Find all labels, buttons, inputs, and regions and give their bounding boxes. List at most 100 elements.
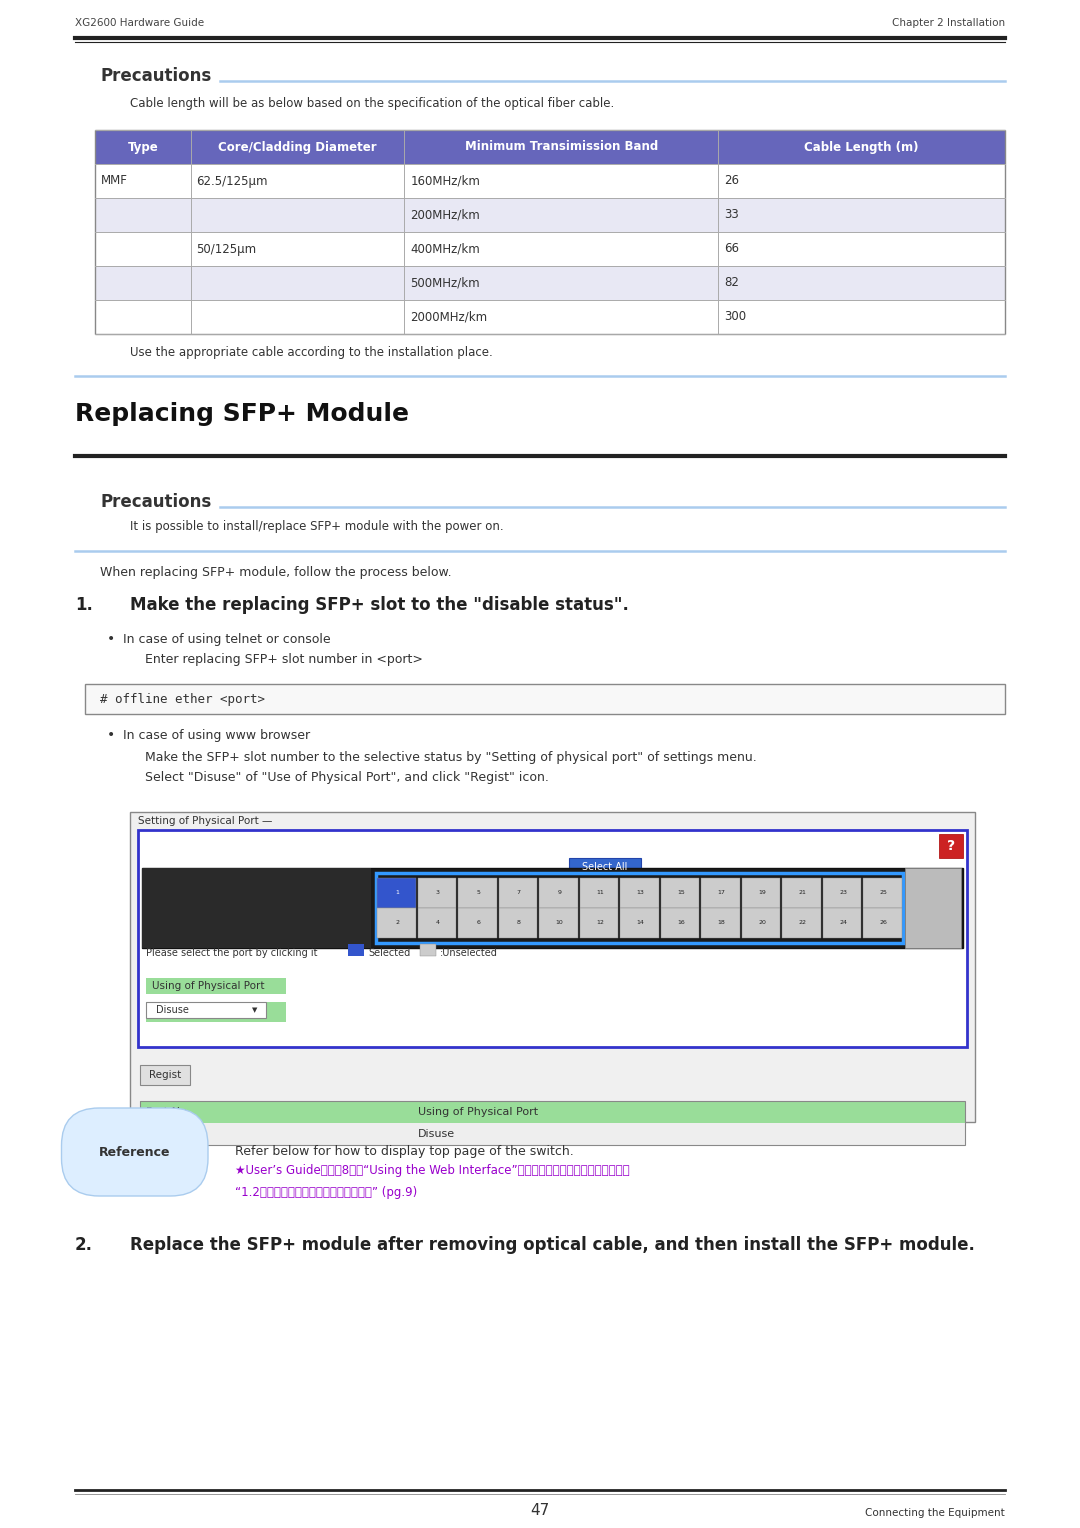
Bar — [95, 299, 1005, 335]
Bar — [569, 859, 642, 876]
Text: 3: 3 — [146, 1129, 153, 1138]
Bar — [864, 908, 902, 938]
Bar — [377, 908, 416, 938]
Text: 22: 22 — [798, 920, 807, 926]
Text: Replacing SFP+ Module: Replacing SFP+ Module — [75, 402, 409, 426]
Text: Type: Type — [127, 141, 158, 153]
Bar — [782, 908, 821, 938]
Text: Minimum Transimission Band: Minimum Transimission Band — [464, 141, 658, 153]
Bar — [939, 834, 963, 859]
Bar — [140, 1065, 190, 1085]
Text: 13: 13 — [636, 891, 645, 895]
Text: 66: 66 — [725, 243, 740, 255]
Text: Select "Disuse" of "Use of Physical Port", and click "Regist" icon.: Select "Disuse" of "Use of Physical Port… — [145, 772, 549, 784]
Text: Port No.: Port No. — [146, 1106, 190, 1117]
Text: 25: 25 — [880, 891, 888, 895]
Text: 23: 23 — [839, 891, 847, 895]
Text: 17: 17 — [717, 891, 726, 895]
Text: Make the SFP+ slot number to the selective status by "Setting of physical port" : Make the SFP+ slot number to the selecti… — [145, 750, 757, 764]
Text: Precautions: Precautions — [100, 67, 212, 86]
Text: 82: 82 — [725, 277, 739, 289]
Text: Selected: Selected — [368, 947, 410, 958]
Bar — [75, 1148, 95, 1167]
Text: Cable length will be as below based on the specification of the optical fiber ca: Cable length will be as below based on t… — [130, 96, 615, 110]
Bar — [905, 868, 961, 947]
Text: Using of Physical Port: Using of Physical Port — [418, 1106, 538, 1117]
Text: 50/125μm: 50/125μm — [197, 243, 257, 255]
Text: Regist: Regist — [149, 1070, 181, 1080]
Text: Disuse: Disuse — [156, 1005, 189, 1015]
Text: 500MHz/km: 500MHz/km — [410, 277, 480, 289]
Text: 8: 8 — [517, 920, 521, 926]
Bar — [823, 879, 862, 908]
Text: 21: 21 — [799, 891, 807, 895]
Bar — [95, 130, 1005, 335]
Text: :Unselected: :Unselected — [440, 947, 498, 958]
Text: 300: 300 — [725, 310, 746, 324]
Bar — [539, 908, 578, 938]
Bar — [580, 879, 618, 908]
Text: 9: 9 — [557, 891, 562, 895]
Bar — [499, 879, 537, 908]
Text: ?: ? — [947, 839, 955, 853]
Text: 2000MHz/km: 2000MHz/km — [410, 310, 487, 324]
Bar — [661, 879, 700, 908]
Bar — [864, 879, 902, 908]
Text: 26: 26 — [725, 174, 740, 188]
Text: 160MHz/km: 160MHz/km — [410, 174, 481, 188]
Bar — [140, 1102, 966, 1123]
Bar — [95, 130, 1005, 163]
Text: 47: 47 — [530, 1504, 550, 1517]
Text: 3: 3 — [436, 891, 440, 895]
Bar — [138, 830, 967, 1047]
Text: Disuse: Disuse — [418, 1129, 456, 1138]
Bar — [95, 232, 1005, 266]
Bar — [376, 872, 903, 943]
Text: Cable Length (m): Cable Length (m) — [805, 141, 919, 153]
Bar — [701, 908, 740, 938]
Text: 11: 11 — [596, 891, 604, 895]
Text: 1.: 1. — [75, 596, 93, 614]
Text: 200MHz/km: 200MHz/km — [410, 208, 481, 222]
Text: “1.2本装置のトップページを表示させる” (pg.9): “1.2本装置のトップページを表示させる” (pg.9) — [235, 1186, 417, 1199]
Text: Setting of Physical Port —: Setting of Physical Port — — [138, 816, 272, 827]
Text: 26: 26 — [880, 920, 888, 926]
Text: 24: 24 — [839, 920, 847, 926]
Bar — [539, 879, 578, 908]
Text: ★User’s Guideにもめ8章に“Using the Web Interface”を記載するのになったらリンクする: ★User’s Guideにもめ8章に“Using the Web Interf… — [235, 1164, 630, 1177]
Text: 2.: 2. — [75, 1236, 93, 1254]
Text: •: • — [107, 633, 116, 646]
Text: 400MHz/km: 400MHz/km — [410, 243, 481, 255]
Bar — [146, 978, 286, 995]
Bar — [420, 944, 436, 957]
Bar — [458, 908, 497, 938]
Text: 4: 4 — [436, 920, 440, 926]
Bar — [661, 908, 700, 938]
Bar — [620, 908, 659, 938]
Text: 7: 7 — [517, 891, 521, 895]
Bar — [130, 811, 975, 1122]
Text: 16: 16 — [677, 920, 685, 926]
Text: 19: 19 — [758, 891, 766, 895]
Text: MMF: MMF — [102, 174, 127, 188]
Bar — [782, 879, 821, 908]
Bar — [742, 879, 781, 908]
Text: Replace the SFP+ module after removing optical cable, and then install the SFP+ : Replace the SFP+ module after removing o… — [130, 1236, 975, 1254]
Text: Reference: Reference — [99, 1146, 171, 1158]
Text: 10: 10 — [555, 920, 564, 926]
Text: Core/Cladding Diameter: Core/Cladding Diameter — [218, 141, 377, 153]
Text: 1: 1 — [395, 891, 400, 895]
Bar — [580, 908, 618, 938]
Text: 15: 15 — [677, 891, 685, 895]
Bar — [95, 163, 1005, 199]
Bar — [377, 879, 416, 908]
Text: 12: 12 — [596, 920, 604, 926]
Text: 2: 2 — [395, 920, 400, 926]
Text: Please select the port by clicking it: Please select the port by clicking it — [146, 947, 318, 958]
Text: Refer below for how to display top page of the switch.: Refer below for how to display top page … — [235, 1146, 573, 1158]
Text: 14: 14 — [636, 920, 645, 926]
Bar — [146, 1002, 286, 1022]
Text: 20: 20 — [758, 920, 766, 926]
Text: Select All: Select All — [582, 862, 627, 872]
Text: Precautions: Precautions — [100, 494, 212, 510]
